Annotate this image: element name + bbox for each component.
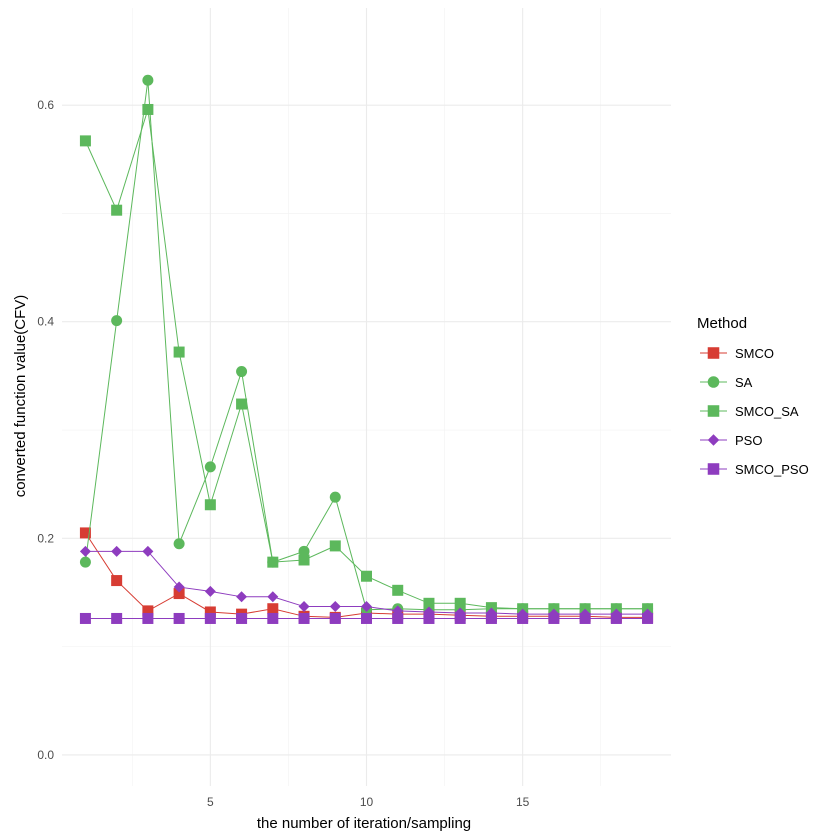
legend-label-pso: PSO	[735, 433, 762, 448]
data-point-smco-sa	[173, 346, 185, 358]
y-tick-label: 0.4	[37, 315, 54, 329]
legend-label-sa: SA	[735, 375, 753, 390]
legend-marker-smco-sa	[707, 405, 720, 417]
data-point-smco	[204, 606, 216, 618]
x-tick-label: 15	[516, 795, 530, 809]
legend-marker-pso	[707, 434, 720, 446]
legend-label-smco: SMCO	[735, 346, 774, 361]
data-point-pso	[361, 601, 372, 613]
data-point-smco-sa	[423, 597, 435, 609]
data-point-smco-pso	[361, 612, 372, 624]
data-point-smco-sa	[236, 398, 248, 410]
data-point-sa	[142, 74, 154, 86]
x-tick-label: 10	[360, 795, 374, 809]
data-point-smco-pso	[579, 612, 591, 624]
data-point-smco-sa	[142, 103, 154, 115]
data-point-smco	[142, 605, 154, 617]
data-point-smco-pso	[79, 612, 91, 624]
y-tick-label: 0.2	[37, 531, 54, 545]
data-point-pso	[267, 591, 279, 603]
data-point-pso	[204, 585, 216, 597]
data-point-smco-pso	[548, 612, 560, 624]
data-point-smco-pso	[111, 612, 123, 624]
data-point-smco-pso	[267, 612, 279, 624]
data-point-smco-pso	[298, 612, 310, 624]
data-point-pso	[79, 545, 91, 557]
grid	[62, 8, 671, 786]
legend-label-smco-pso: SMCO_PSO	[735, 462, 809, 477]
data-point-smco-pso	[173, 612, 185, 624]
data-point-sa	[298, 545, 310, 557]
x-tick-label: 5	[207, 795, 214, 809]
data-point-smco-sa	[329, 540, 341, 552]
y-axis-title: converted function value(CFV)	[12, 295, 29, 498]
data-point-smco-pso	[610, 612, 622, 624]
data-point-pso	[111, 545, 123, 557]
legend-marker-smco-pso	[707, 463, 720, 475]
data-point-smco-sa	[298, 554, 310, 566]
data-point-smco-sa	[361, 570, 372, 582]
data-point-smco-pso	[454, 612, 466, 624]
data-point-smco-pso	[423, 612, 435, 624]
data-point-sa	[204, 461, 216, 473]
data-point-pso	[142, 545, 154, 557]
data-point-smco-pso	[392, 612, 404, 624]
series-smco-pso	[79, 612, 654, 624]
data-point-pso	[329, 601, 341, 613]
data-point-smco-sa	[204, 499, 216, 511]
data-point-sa	[111, 315, 123, 327]
y-tick-label: 0.6	[37, 98, 54, 112]
data-point-smco	[79, 527, 91, 539]
ticks: 5 10 15 0.0 0.2 0.4 0.6	[37, 98, 529, 809]
legend-item-sa: SA	[700, 375, 753, 390]
legend-item-pso: PSO	[700, 433, 762, 448]
legend-title: Method	[697, 315, 747, 332]
data-point-pso	[298, 601, 310, 613]
legend-label-smco-sa: SMCO_SA	[735, 404, 799, 419]
x-axis-title: the number of iteration/sampling	[257, 815, 471, 832]
data-point-smco-pso	[142, 612, 154, 624]
series-layer	[79, 74, 654, 624]
data-point-smco-pso	[642, 612, 654, 624]
legend-marker-smco	[707, 347, 720, 359]
data-point-smco	[111, 575, 123, 587]
data-point-smco	[173, 588, 185, 600]
data-point-pso	[173, 581, 185, 593]
legend-item-smco: SMCO	[700, 346, 774, 361]
data-point-smco	[267, 603, 279, 615]
data-point-smco-sa	[111, 204, 123, 216]
data-point-smco-pso	[517, 612, 529, 624]
data-point-smco-pso	[204, 612, 216, 624]
legend: Method SMCO SA SMCO_SA PSO SMCO_PSO	[697, 315, 809, 477]
y-tick-label: 0.0	[37, 748, 54, 762]
data-point-pso	[236, 591, 248, 603]
data-point-smco-sa	[454, 597, 466, 609]
data-point-sa	[79, 556, 91, 568]
data-point-smco-pso	[329, 612, 341, 624]
data-point-smco-pso	[236, 612, 248, 624]
data-point-sa	[329, 491, 341, 503]
data-point-sa	[236, 366, 248, 378]
data-point-smco-sa	[267, 556, 279, 568]
legend-marker-sa	[707, 376, 720, 388]
data-point-smco-sa	[392, 584, 404, 596]
data-point-smco-sa	[79, 135, 91, 147]
legend-item-smco-pso: SMCO_PSO	[700, 462, 809, 477]
data-point-sa	[173, 538, 185, 550]
legend-item-smco-sa: SMCO_SA	[700, 404, 799, 419]
data-point-smco-pso	[485, 612, 497, 624]
